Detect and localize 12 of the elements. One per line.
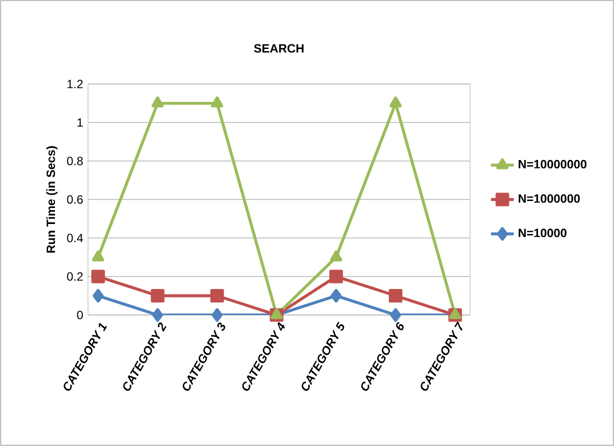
y-tick-label: 1: [78, 118, 83, 127]
legend-label: N=10000000: [518, 160, 586, 168]
legend-label: N=10000: [518, 228, 566, 238]
y-tick-label: 0.6: [67, 195, 83, 204]
y-tick-label: 0: [77, 310, 83, 320]
chart-title: SEARCH: [254, 44, 304, 53]
y-tick-label: 1.2: [68, 80, 83, 88]
y-tick-label: 0.8: [67, 156, 83, 166]
y-tick-label: 0.4: [67, 234, 83, 242]
legend-label: N=1000000: [518, 194, 580, 203]
y-tick-label: 0.2: [67, 272, 83, 281]
y-axis-title: Run Time (in Secs): [46, 146, 58, 253]
